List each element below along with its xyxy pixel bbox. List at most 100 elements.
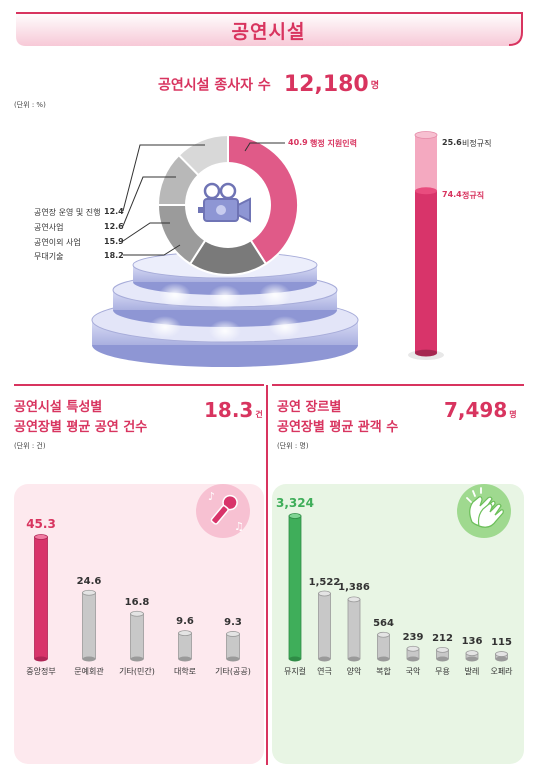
performances-total-number: 18.3 xyxy=(204,398,254,422)
performances-unit-note: (단위 : 건) xyxy=(14,442,46,450)
audience-title-line-2: 공연장별 평균 관객 수 xyxy=(277,420,399,435)
donut-leader-lines xyxy=(122,142,285,256)
bar-base-7 xyxy=(495,656,508,662)
staff-total-number: 12,180 xyxy=(283,72,369,97)
audience-total-number: 7,498 xyxy=(444,398,508,422)
title-banner-shape xyxy=(16,12,523,46)
donut-value-3: 18.2 xyxy=(104,251,124,260)
bar-1 xyxy=(318,593,331,660)
bar-cap-1 xyxy=(318,590,331,597)
donut-value-0: 12.4 xyxy=(104,207,124,216)
performances-title-line-2: 공연장별 평균 공연 건수 xyxy=(14,420,148,435)
bar-category-label-4: 기타(공공) xyxy=(215,667,251,676)
bar-base-5 xyxy=(436,656,449,662)
performances-bar-chart xyxy=(34,534,240,662)
donut-label-3: 무대기술 xyxy=(34,252,64,261)
audience-title: 공연 장르별 공연장별 평균 관객 수 xyxy=(277,398,398,438)
audience-title-line-1: 공연 장르별 xyxy=(277,400,342,415)
bar-cap-3 xyxy=(377,631,390,638)
audience-total: 7,498 명 xyxy=(444,398,517,422)
svg-text:♫: ♫ xyxy=(234,520,244,533)
bar-cap-4 xyxy=(406,645,420,652)
bar-value-label-3: 9.6 xyxy=(176,616,194,628)
microphone-icon: ♪ ♫ xyxy=(196,484,250,538)
performances-total-unit: 건 xyxy=(255,410,263,419)
staff-total-unit: 명 xyxy=(370,81,380,91)
right-section-divider xyxy=(272,384,524,386)
bar-value-label-4: 9.3 xyxy=(224,616,242,628)
bar-base-2 xyxy=(130,656,144,662)
bar-value-label-0: 45.3 xyxy=(26,517,56,531)
bar-base-2 xyxy=(348,656,360,662)
vertical-divider xyxy=(266,385,268,765)
cylinder-segment-regular xyxy=(415,190,437,353)
left-section-divider xyxy=(14,384,264,386)
irregular-label: 비정규직 xyxy=(462,139,492,148)
bar-base-3 xyxy=(178,656,192,662)
bar-cap-7 xyxy=(495,651,508,657)
cylinder-divider xyxy=(415,187,437,195)
bar-3 xyxy=(178,632,192,660)
donut-value-1: 12.6 xyxy=(104,222,124,231)
bar-cap-4 xyxy=(226,631,240,637)
bar-cap-5 xyxy=(436,646,449,653)
clapping-hands-icon xyxy=(457,484,511,538)
bar-cap-3 xyxy=(178,630,192,637)
bar-0 xyxy=(34,536,48,660)
bar-category-label-1: 문예회관 xyxy=(74,667,104,676)
bar-base-6 xyxy=(466,656,478,662)
donut-value-admin: 40.9 xyxy=(288,138,308,147)
bar-value-label-3: 564 xyxy=(373,617,394,629)
bar-2 xyxy=(347,598,361,660)
bar-4 xyxy=(226,633,240,660)
donut-label-0: 공연장 운영 및 진행 xyxy=(34,208,101,217)
cylinder-segment-irregular xyxy=(415,135,437,191)
bar-category-label-0: 뮤지컬 xyxy=(283,667,307,676)
title-banner xyxy=(14,12,523,46)
bar-cap-1 xyxy=(82,589,96,596)
bar-2 xyxy=(130,613,144,660)
bar-base-4 xyxy=(407,656,419,662)
staff-total-label: 공연시설 종사자 수 xyxy=(157,77,271,94)
bar-value-label-4: 239 xyxy=(402,631,424,643)
staff-unit-note: (단위 : %) xyxy=(14,101,46,109)
bar-category-label-3: 대학로 xyxy=(173,667,197,676)
bar-cap-2 xyxy=(347,596,361,603)
employment-type-cylinder xyxy=(408,131,444,360)
donut-label-1: 공연사업 xyxy=(34,223,64,232)
audience-unit-note: (단위 : 명) xyxy=(277,442,309,450)
irregular-value: 25.6 xyxy=(442,138,462,147)
bar-value-label-6: 136 xyxy=(461,636,483,648)
bar-category-label-7: 오페라 xyxy=(490,667,513,676)
bar-base-3 xyxy=(377,656,390,662)
bar-value-label-1: 1,522 xyxy=(308,576,341,588)
donut-value-2: 15.9 xyxy=(104,237,124,246)
donut-label-2: 공연이외 사업 xyxy=(34,238,81,247)
bar-value-label-0: 3,324 xyxy=(276,496,314,510)
bar-base-1 xyxy=(318,656,331,662)
bar-cap-0 xyxy=(34,534,48,540)
staff-donut-chart xyxy=(91,133,359,367)
bar-base-0 xyxy=(289,656,301,662)
page-title: 공연시설 xyxy=(231,21,306,43)
bar-category-label-0: 중앙정부 xyxy=(26,667,56,676)
staff-total-row: 공연시설 종사자 수 12,180 명 xyxy=(0,72,537,97)
bar-value-label-5: 212 xyxy=(432,632,453,644)
bar-base-4 xyxy=(226,656,240,662)
cylinder-shadow xyxy=(408,350,444,360)
performances-title-line-1: 공연시설 특성별 xyxy=(14,400,103,415)
bar-1 xyxy=(82,592,96,660)
regular-label: 정규직 xyxy=(462,191,485,200)
video-camera-icon xyxy=(198,182,251,223)
bar-category-label-2: 기타(민간) xyxy=(119,667,155,676)
bar-category-label-6: 발레 xyxy=(464,667,480,676)
bar-category-label-1: 연극 xyxy=(317,667,332,676)
bar-category-label-3: 복합 xyxy=(376,667,391,676)
bar-category-label-2: 양악 xyxy=(346,667,362,676)
bar-value-label-2: 1,386 xyxy=(338,582,370,594)
bar-base-0 xyxy=(34,656,48,662)
bar-category-label-5: 무용 xyxy=(435,667,450,676)
bar-cap-2 xyxy=(130,610,144,617)
bar-value-label-1: 24.6 xyxy=(76,575,102,587)
performances-total: 18.3 건 xyxy=(204,398,263,422)
